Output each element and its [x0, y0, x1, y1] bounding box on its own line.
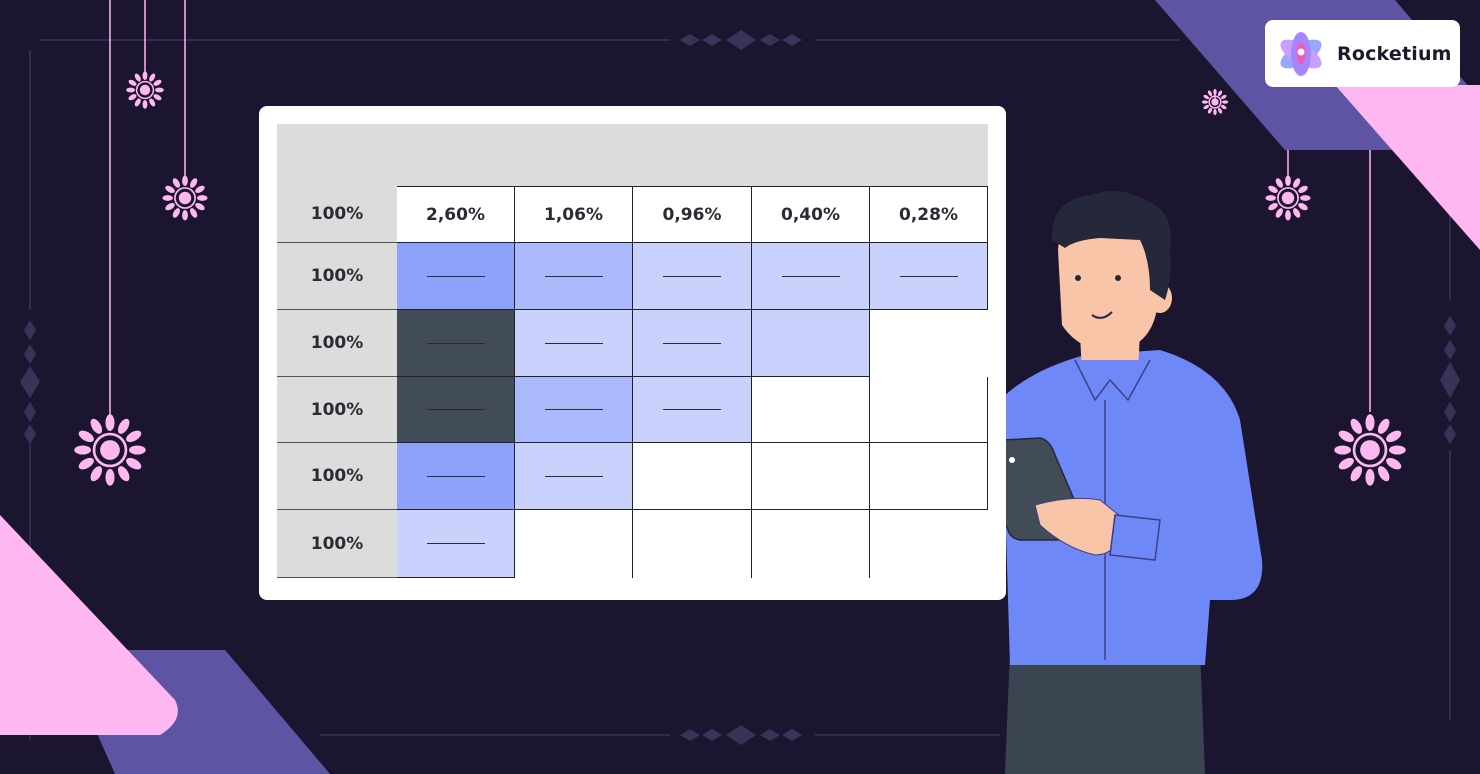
- flower-ornament: [1334, 414, 1406, 486]
- eye-left: [1075, 275, 1081, 281]
- column-header: 0,96%: [633, 186, 752, 243]
- row-label: 100%: [277, 243, 397, 310]
- row-label: 100%: [277, 310, 397, 377]
- cohort-table-board: 100% 2,60% 1,06% 0,96% 0,40% 0,28% 100% 1…: [259, 106, 1006, 600]
- column-header: 2,60%: [397, 186, 515, 243]
- pink-triangle-bottom-left: [0, 515, 178, 735]
- dash-line: [899, 275, 958, 277]
- rocketium-logo-icon: [1280, 31, 1322, 76]
- dash-line: [663, 275, 721, 277]
- row-label: 100%: [277, 377, 397, 443]
- diamond-ornament-left: [20, 320, 40, 444]
- dash-line: [544, 275, 603, 277]
- heat-cell-light-medium: [515, 377, 633, 443]
- face: [1058, 215, 1159, 352]
- dash-line: [426, 475, 485, 477]
- eye-right: [1115, 275, 1121, 281]
- blank-cell: [870, 510, 988, 578]
- brand-logo-card[interactable]: Rocketium: [1265, 20, 1460, 87]
- row-label: 100%: [277, 443, 397, 510]
- empty-cell: [870, 377, 988, 443]
- empty-cell: [752, 377, 870, 443]
- flower-ornament: [74, 414, 146, 486]
- flower-ornament: [1201, 88, 1229, 116]
- dash-line: [426, 342, 485, 344]
- column-header: 1,06%: [515, 186, 633, 243]
- column-header: 0,28%: [870, 186, 988, 243]
- heat-cell-light: [752, 243, 870, 310]
- header-row-label: 100%: [277, 186, 397, 243]
- cohort-table: 100% 2,60% 1,06% 0,96% 0,40% 0,28% 100% 1…: [277, 124, 988, 581]
- row-label: 100%: [277, 510, 397, 578]
- table-header-band: [277, 124, 988, 186]
- hair: [1051, 191, 1171, 300]
- dash-line: [426, 543, 485, 544]
- dash-line: [663, 342, 721, 344]
- heat-cell-partial: [752, 310, 870, 377]
- heat-cell-medium: [397, 243, 515, 310]
- heat-cell-light: [397, 510, 515, 578]
- flower-ornaments: [74, 71, 1406, 486]
- dash-line: [544, 475, 603, 477]
- diamond-ornament-bottom: [680, 725, 802, 745]
- shirt-collar: [1074, 359, 1151, 402]
- flower-ornament: [162, 175, 208, 221]
- pink-band-top-right: [1335, 85, 1480, 250]
- dash-line: [426, 409, 485, 410]
- heat-cell-light: [633, 310, 752, 377]
- heat-cell-light: [870, 243, 988, 310]
- flower-ornament: [1265, 175, 1311, 221]
- blank-cell: [752, 510, 870, 578]
- diamond-ornament-right: [1440, 316, 1460, 444]
- brand-name: Rocketium: [1337, 42, 1452, 65]
- dash-line: [426, 275, 485, 277]
- shirt: [1000, 350, 1263, 665]
- blank-cell: [515, 510, 633, 578]
- shirt-cuff-right: [1109, 514, 1161, 561]
- heat-cell-dark: [397, 377, 515, 443]
- heat-cell-medium: [397, 443, 515, 510]
- flower-ornament: [126, 71, 164, 109]
- diamond-ornament-top: [680, 30, 802, 50]
- heat-cell-light: [515, 310, 633, 377]
- blank-cell: [870, 310, 988, 377]
- heat-cell-light: [633, 377, 752, 443]
- dash-line: [781, 275, 840, 277]
- dash-line: [663, 409, 721, 410]
- heat-cell-light: [633, 243, 752, 310]
- heat-cell-light: [515, 443, 633, 510]
- heat-cell-dark: [397, 310, 515, 377]
- empty-cell: [633, 443, 752, 510]
- dash-line: [544, 409, 603, 410]
- empty-cell: [752, 443, 870, 510]
- tablet-camera: [1009, 457, 1015, 463]
- mouth: [1091, 311, 1113, 319]
- blank-cell: [633, 510, 752, 578]
- trousers: [1005, 650, 1205, 774]
- heat-cell-light-medium: [515, 243, 633, 310]
- column-header: 0,40%: [752, 186, 870, 243]
- empty-cell: [870, 443, 988, 510]
- dash-line: [544, 342, 603, 344]
